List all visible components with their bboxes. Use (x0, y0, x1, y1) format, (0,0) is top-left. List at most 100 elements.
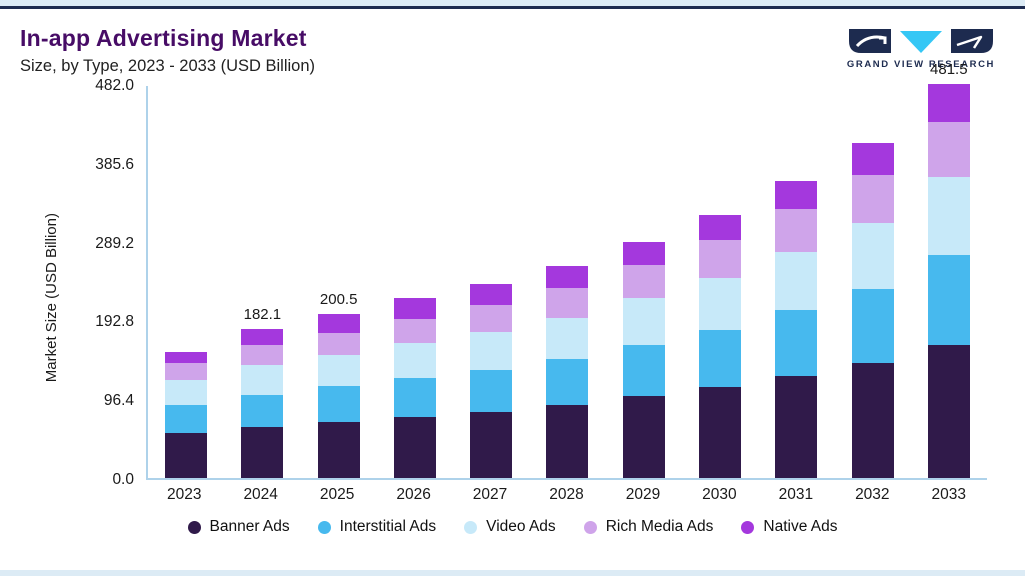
bar-column-2032 (834, 86, 910, 478)
bar-total-label-2033: 481.5 (930, 61, 968, 79)
page-subtitle: Size, by Type, 2023 - 2033 (USD Billion) (20, 57, 316, 75)
segment-video-ads-2031 (775, 251, 818, 311)
segment-banner-ads-2031 (775, 375, 818, 478)
legend-label-rich-media-ads: Rich Media Ads (605, 518, 714, 535)
legend-dot-rich-media-ads (583, 520, 597, 534)
segment-banner-ads-2024 (241, 426, 284, 478)
bar-total-label-2025: 200.5 (319, 291, 358, 309)
bar-column-2026 (377, 86, 453, 478)
top-accent-line (0, 6, 1025, 9)
x-tick-label-2031: 2031 (778, 486, 814, 503)
y-tick-label: 482.0 (95, 77, 134, 94)
bar-column-2024: 182.1 (224, 86, 300, 478)
page-title: In-app Advertising Market (20, 25, 307, 51)
segment-interstitial-ads-2029 (622, 344, 665, 397)
legend-item-banner-ads: Banner Ads (187, 518, 290, 536)
segment-rich-media-ads-2023 (165, 362, 208, 380)
logo-text: GRAND VIEW RESEARCH (846, 59, 995, 70)
top-strip (0, 0, 1025, 6)
stacked-bar-2029 (622, 241, 665, 478)
segment-interstitial-ads-2030 (698, 330, 741, 388)
segment-rich-media-ads-2031 (775, 209, 818, 252)
segment-rich-media-ads-2032 (851, 174, 894, 223)
segment-video-ads-2026 (393, 343, 436, 379)
stacked-bar-2026 (393, 298, 436, 478)
x-tick-label-2023: 2023 (166, 486, 202, 503)
bar-column-2029 (606, 86, 682, 478)
stacked-bar-2023 (165, 352, 208, 478)
segment-native-ads-2024 (241, 329, 284, 345)
segment-banner-ads-2023 (165, 433, 208, 478)
y-axis-label-column: Market Size (USD Billion) (34, 86, 68, 510)
y-axis-ticks: 0.0 96.4 192.8 289.2 385.6 482.0 (68, 78, 146, 488)
segment-banner-ads-2028 (546, 405, 589, 478)
legend-dot-native-ads (741, 520, 755, 534)
segment-interstitial-ads-2028 (546, 359, 589, 406)
segment-video-ads-2030 (698, 277, 741, 331)
segment-banner-ads-2027 (470, 411, 513, 478)
segment-rich-media-ads-2029 (622, 264, 665, 299)
segment-rich-media-ads-2028 (546, 288, 589, 318)
segment-banner-ads-2025 (317, 421, 360, 478)
segment-native-ads-2029 (622, 241, 665, 265)
logo-marks-icon (848, 29, 993, 53)
segment-interstitial-ads-2032 (851, 289, 894, 363)
y-axis-spacer (68, 480, 146, 510)
stacked-bar-2028 (546, 266, 589, 478)
grand-view-research-logo: GRAND VIEW RESEARCH (847, 29, 995, 70)
y-tick-label: 192.8 (95, 313, 134, 331)
segment-native-ads-2033 (927, 84, 970, 122)
legend-item-video-ads: Video Ads (464, 518, 556, 536)
segment-native-ads-2023 (165, 352, 208, 363)
legend-label-video-ads: Video Ads (486, 518, 556, 535)
y-axis-column: 0.0 96.4 192.8 289.2 385.6 482.0 (68, 78, 146, 510)
segment-rich-media-ads-2030 (698, 240, 741, 278)
segment-video-ads-2027 (470, 331, 513, 371)
segment-interstitial-ads-2023 (165, 405, 208, 434)
segment-rich-media-ads-2027 (470, 304, 513, 332)
segment-rich-media-ads-2033 (927, 121, 970, 178)
x-tick-label-2026: 2026 (396, 486, 431, 503)
y-axis-label: Market Size (USD Billion) (42, 213, 60, 383)
segment-rich-media-ads-2024 (241, 344, 284, 366)
segment-video-ads-2024 (241, 365, 284, 395)
stacked-bar-2030 (698, 214, 741, 478)
bottom-strip (0, 570, 1025, 576)
plot-area: 182.1 200.5 481.5 (146, 61, 987, 480)
segment-native-ads-2030 (698, 214, 741, 241)
segment-video-ads-2033 (927, 177, 970, 255)
x-axis-labels: 2023 2024 2025 2026 2027 2028 2029 2030 2031 2032… (146, 480, 987, 510)
x-tick-label-2033: 2033 (931, 486, 966, 503)
segment-rich-media-ads-2025 (317, 332, 360, 355)
bar-total-label-2024: 182.1 (243, 306, 282, 324)
stacked-bar-chart: Market Size (USD Billion) 0.0 96.4 192.8 28… (0, 61, 1025, 510)
x-tick-label-2032: 2032 (855, 486, 890, 503)
y-tick-label: 96.4 (103, 392, 134, 410)
segment-interstitial-ads-2025 (317, 386, 360, 422)
segment-banner-ads-2030 (698, 387, 741, 478)
legend-dot-interstitial-ads (317, 520, 331, 534)
stacked-bar-2032 (851, 142, 894, 478)
x-tick-label-2028: 2028 (549, 486, 584, 503)
bar-column-2030 (682, 86, 758, 478)
bar-column-2028 (529, 86, 605, 478)
stacked-bar-2025: 200.5 (317, 291, 360, 478)
segment-video-ads-2028 (546, 317, 589, 360)
stacked-bar-2033: 481.5 (927, 61, 970, 478)
segment-video-ads-2032 (851, 222, 894, 290)
title-block: In-app Advertising Market Size, by Type,… (20, 25, 315, 76)
segment-video-ads-2029 (622, 298, 665, 345)
segment-rich-media-ads-2026 (393, 318, 436, 344)
legend-label-native-ads: Native Ads (763, 518, 838, 535)
y-tick-label: 0.0 (112, 471, 134, 488)
segment-interstitial-ads-2033 (927, 254, 970, 345)
y-tick-label: 385.6 (95, 155, 134, 173)
segment-interstitial-ads-2027 (470, 370, 513, 412)
segment-native-ads-2025 (317, 314, 360, 333)
segment-interstitial-ads-2026 (393, 378, 436, 417)
stacked-bar-2027 (470, 284, 513, 478)
legend-item-interstitial-ads: Interstitial Ads (317, 518, 436, 536)
bar-column-2031 (758, 86, 834, 478)
segment-native-ads-2026 (393, 298, 436, 319)
